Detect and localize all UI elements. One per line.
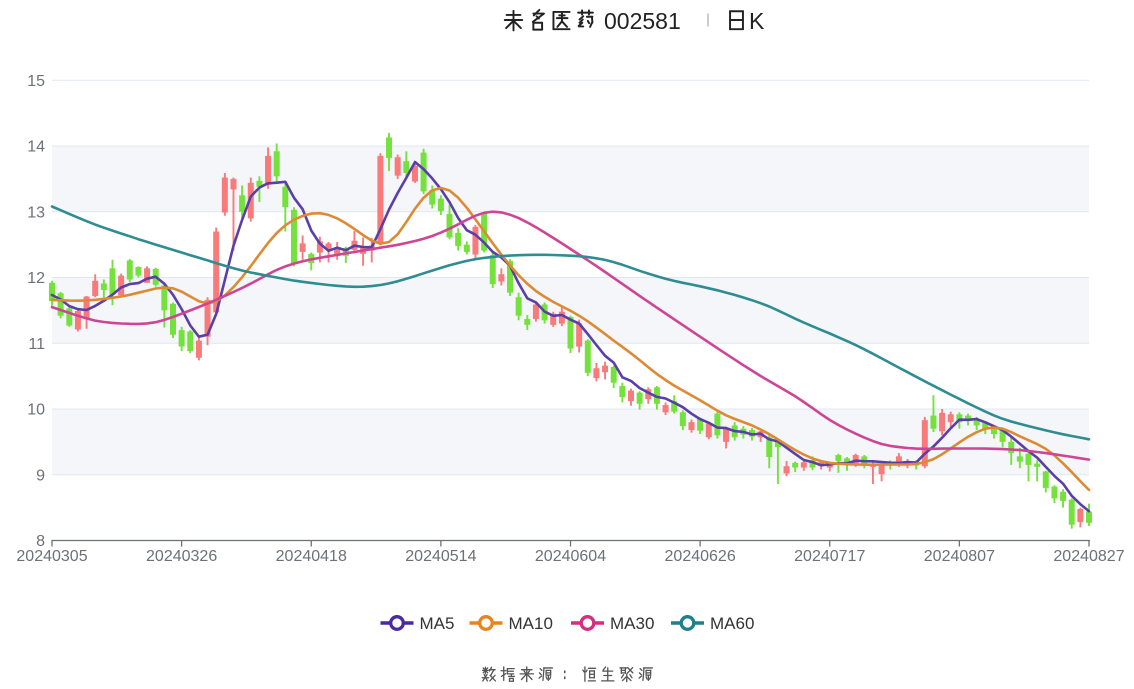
svg-text:K: K bbox=[749, 8, 765, 34]
svg-text:20240626: 20240626 bbox=[665, 548, 736, 565]
svg-text:20240807: 20240807 bbox=[924, 548, 995, 565]
svg-text:9: 9 bbox=[36, 467, 45, 484]
svg-text:15: 15 bbox=[27, 73, 45, 90]
svg-text:20240514: 20240514 bbox=[405, 548, 476, 565]
svg-text:20240326: 20240326 bbox=[146, 548, 217, 565]
svg-text:002581: 002581 bbox=[604, 8, 681, 34]
svg-text:14: 14 bbox=[27, 139, 45, 156]
svg-text:13: 13 bbox=[27, 204, 45, 221]
svg-text:MA5: MA5 bbox=[420, 614, 455, 633]
svg-text:MA30: MA30 bbox=[610, 614, 654, 633]
svg-text:12: 12 bbox=[27, 270, 45, 287]
svg-text:20240717: 20240717 bbox=[794, 548, 865, 565]
svg-text:20240827: 20240827 bbox=[1053, 548, 1124, 565]
svg-text:11: 11 bbox=[28, 336, 45, 353]
svg-text:20240305: 20240305 bbox=[16, 548, 87, 565]
svg-text:MA10: MA10 bbox=[509, 614, 553, 633]
svg-text:10: 10 bbox=[27, 402, 45, 419]
svg-text:8: 8 bbox=[36, 533, 45, 550]
svg-text:20240604: 20240604 bbox=[535, 548, 606, 565]
svg-text:20240418: 20240418 bbox=[276, 548, 347, 565]
svg-text:MA60: MA60 bbox=[710, 614, 754, 633]
